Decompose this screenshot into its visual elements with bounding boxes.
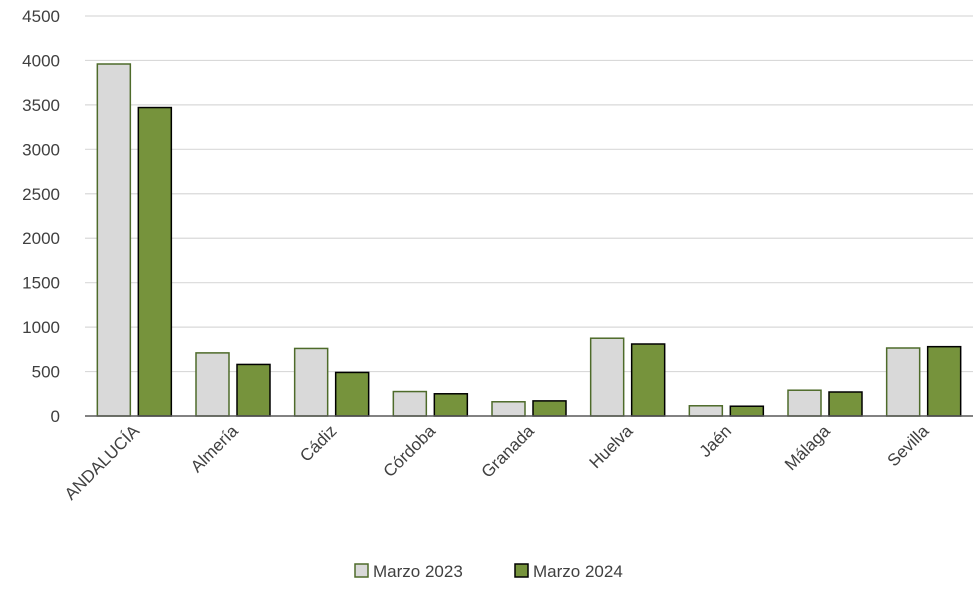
y-gridlines: [85, 15, 973, 373]
y-tick-label: 500: [32, 363, 60, 382]
bar-marzo-2023: [491, 401, 526, 417]
legend: Marzo 2023 Marzo 2024: [354, 562, 623, 581]
x-tick-label: Sevilla: [884, 421, 933, 470]
y-tick-label: 4000: [22, 51, 60, 70]
x-tick-label: Almería: [187, 421, 242, 476]
y-tick-label: 1000: [22, 318, 60, 337]
y-tick-label: 2500: [22, 185, 60, 204]
x-tick-label: Málaga: [781, 421, 834, 474]
x-tick-label: ANDALUCÍA: [61, 421, 144, 504]
bar-marzo-2023: [392, 390, 428, 417]
bar-marzo-2023: [688, 405, 724, 417]
bar-marzo-2024: [334, 371, 370, 417]
y-tick-label: 3500: [22, 96, 60, 115]
bar-marzo-2024: [532, 400, 567, 417]
bar-marzo-2023: [195, 352, 230, 417]
x-tick-label: Córdoba: [380, 421, 440, 481]
legend-swatch: [354, 563, 369, 578]
y-tick-label: 2000: [22, 229, 60, 248]
y-axis-tick-labels: 0 500 1000 1500 2000 2500 3000 3500 4000 4500: [22, 7, 60, 426]
x-tick-label: Granada: [478, 421, 539, 482]
x-axis-tick-labels: ANDALUCÍA Almería Cádiz Córdoba Granada Huelv…: [61, 421, 933, 504]
y-tick-label: 0: [51, 407, 60, 426]
y-tick-label: 4500: [22, 7, 60, 26]
bar-marzo-2024: [926, 345, 962, 417]
bar-marzo-2024: [236, 363, 271, 417]
y-tick-label: 3000: [22, 140, 60, 159]
bar-marzo-2024: [137, 106, 173, 417]
bar-marzo-2024: [729, 405, 765, 417]
legend-label: Marzo 2024: [533, 562, 623, 581]
bar-marzo-2023: [885, 347, 921, 417]
bar-marzo-2023: [293, 347, 329, 417]
x-tick-label: Huelva: [586, 421, 637, 472]
bar-marzo-2024: [433, 393, 469, 417]
bar-marzo-2024: [630, 343, 666, 417]
bar-marzo-2023: [96, 63, 132, 417]
x-tick-label: Jaén: [696, 421, 736, 461]
bar-marzo-2024: [828, 391, 863, 417]
x-tick-label: Cádiz: [296, 421, 340, 465]
bar-marzo-2023: [787, 389, 822, 417]
bar-marzo-2023: [589, 337, 625, 417]
y-tick-label: 1500: [22, 274, 60, 293]
bars: [96, 63, 962, 417]
legend-swatch: [514, 563, 529, 578]
legend-label: Marzo 2023: [373, 562, 463, 581]
